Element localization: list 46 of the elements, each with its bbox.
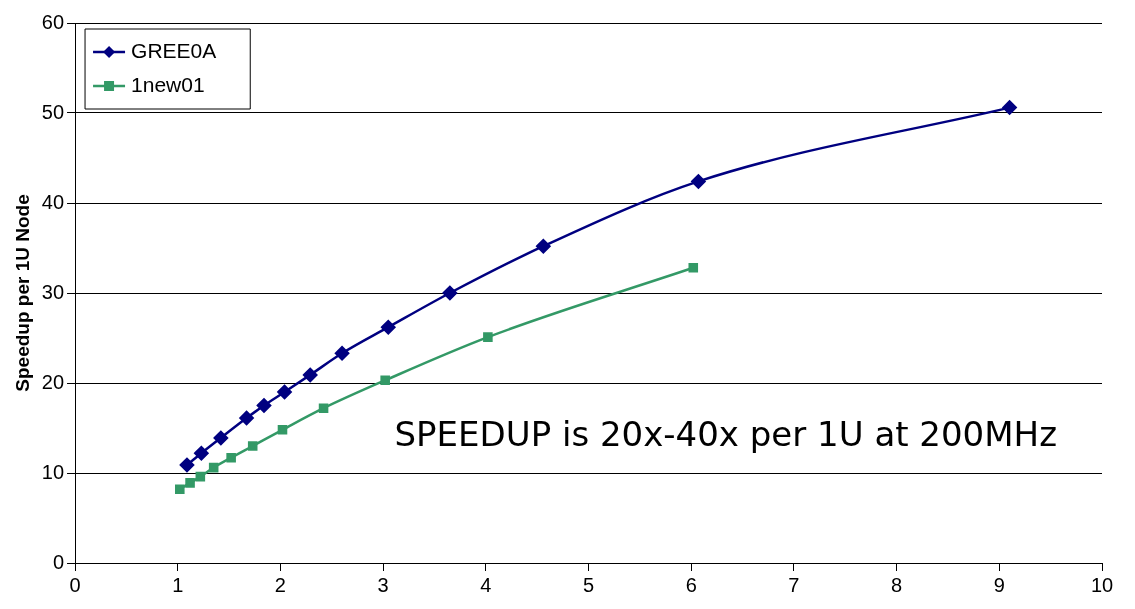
point (208, 462, 219, 473)
x-tick-label: 1 (172, 573, 184, 596)
x-tick-label: 6 (685, 573, 697, 596)
point (277, 425, 288, 435)
y-tick-label: 0 (52, 550, 65, 573)
y-axis-title: Speedup per 1U Node (11, 194, 33, 392)
x-tick-label: 10 (1090, 573, 1114, 596)
x-tick-label: 8 (891, 573, 903, 596)
y-tick-label: 10 (41, 460, 65, 483)
point (247, 441, 258, 451)
y-tick-label: 60 (41, 10, 65, 33)
y-tick-label: 20 (41, 370, 65, 393)
x-tick-label: 4 (480, 573, 492, 596)
point (302, 367, 318, 383)
point (334, 346, 350, 361)
x-tick-label: 5 (582, 573, 595, 596)
point (256, 398, 272, 413)
x-tick-label: 9 (993, 573, 1005, 596)
y-tick-label: 50 (41, 100, 65, 123)
point (213, 430, 229, 446)
point (179, 457, 195, 473)
legend-label: GREE0A (131, 38, 217, 62)
point (688, 263, 699, 273)
point (1002, 100, 1017, 115)
point (175, 484, 185, 494)
x-tick-label: 2 (274, 573, 286, 596)
point (483, 332, 493, 342)
y-tick-label: 30 (41, 280, 65, 303)
point (185, 478, 195, 488)
point (381, 319, 396, 335)
x-tick-label: 0 (69, 573, 81, 596)
point (536, 238, 551, 254)
point (195, 471, 206, 482)
point (277, 384, 292, 400)
annotation: SPEEDUP is 20x-40x per 1U at 200MHz (394, 413, 1057, 454)
x-tick-label: 3 (377, 573, 389, 596)
point (226, 452, 236, 463)
point (380, 375, 390, 386)
point (194, 445, 209, 461)
point (318, 403, 329, 413)
point (442, 285, 458, 301)
point (239, 410, 254, 426)
x-tick-label: 7 (788, 573, 800, 596)
legend-label: 1new01 (131, 72, 205, 96)
y-tick-label: 40 (41, 190, 65, 213)
point (691, 174, 706, 189)
